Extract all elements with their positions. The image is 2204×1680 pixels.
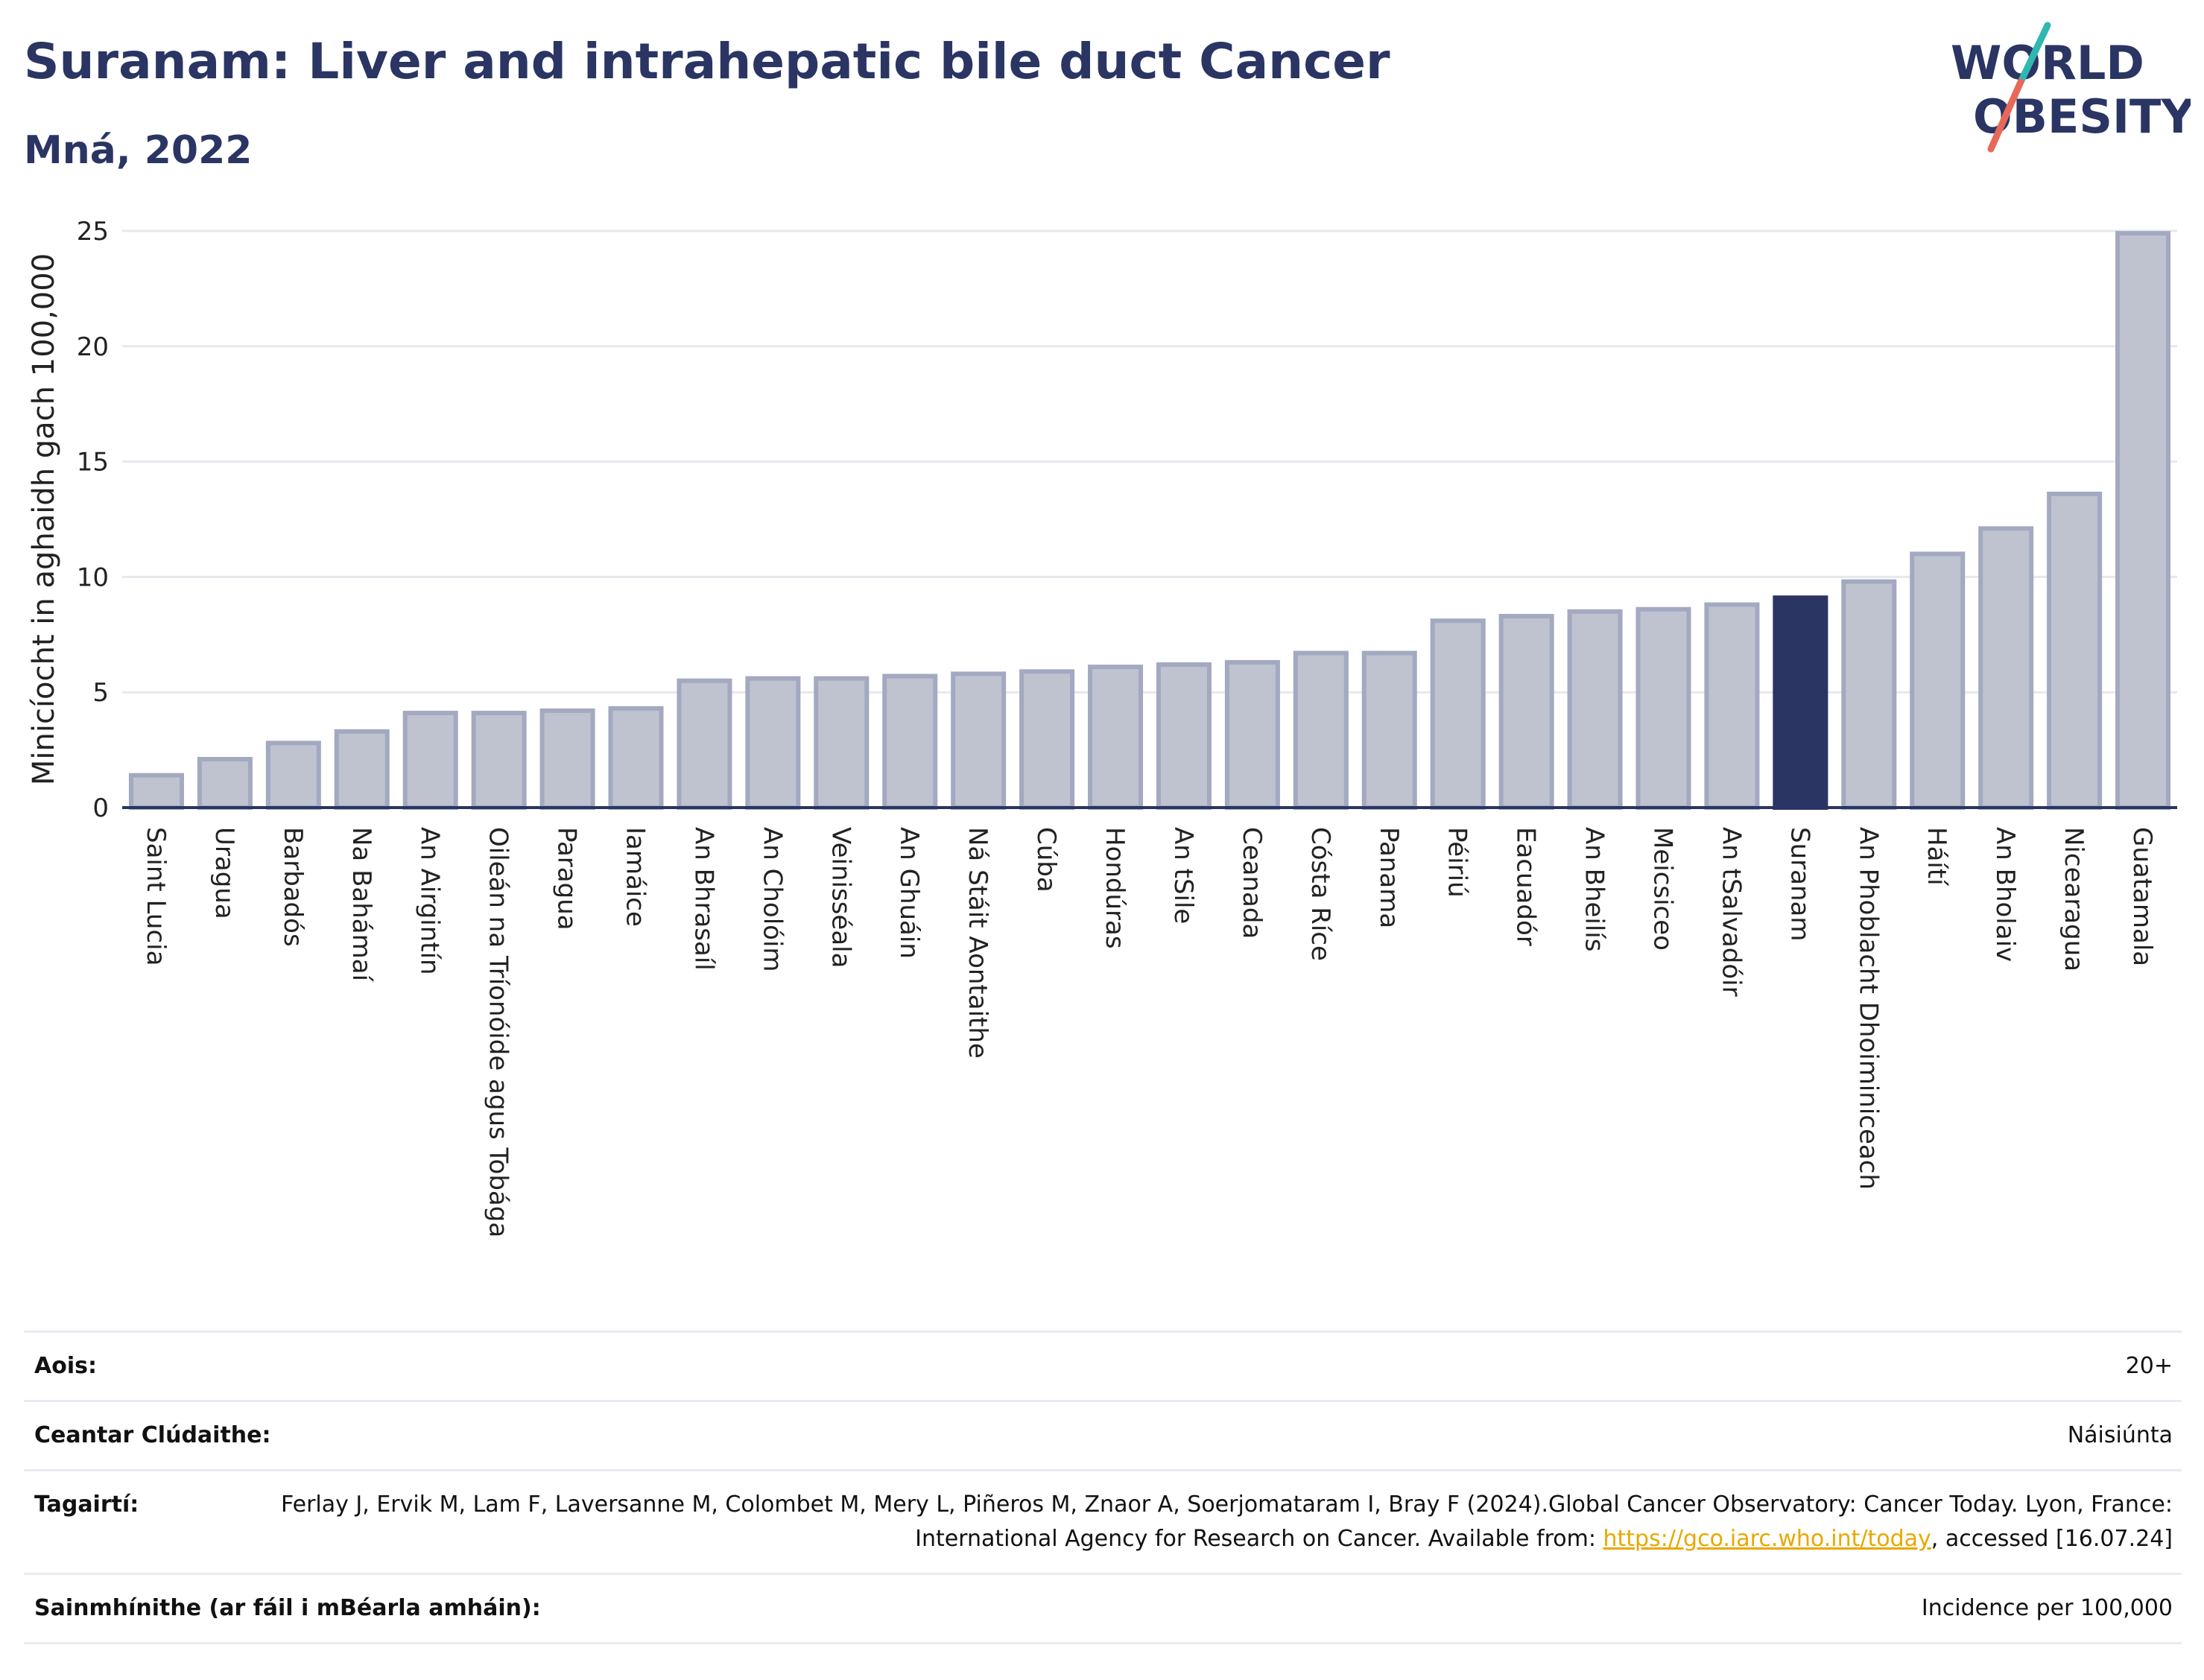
page-subtitle: Mná, 2022 bbox=[24, 128, 253, 173]
x-tick-label: Veinisséala bbox=[826, 827, 855, 968]
meta-row-coverage: Ceantar Clúdaithe: Náisiúnta bbox=[24, 1400, 2182, 1469]
x-tick-label: Eacuadór bbox=[1511, 827, 1541, 946]
bar bbox=[1293, 650, 1349, 810]
y-tick-label: 20 bbox=[77, 332, 109, 362]
x-tick-label: Saint Lucia bbox=[141, 827, 171, 966]
meta-key: Ceantar Clúdaithe: bbox=[34, 1422, 271, 1448]
bar bbox=[1978, 526, 2034, 810]
y-tick-label: 15 bbox=[77, 448, 109, 478]
logo-word-obesity: OBESITY bbox=[1973, 89, 2191, 144]
x-tick-label: An tSile bbox=[1168, 827, 1198, 924]
reference-accessed: , accessed [16.07.24] bbox=[1931, 1526, 2173, 1552]
bar bbox=[2047, 491, 2103, 810]
bar bbox=[1224, 659, 1280, 811]
meta-row-definitions: Sainmhínithe (ar fáil i mBéarla amháin):… bbox=[24, 1573, 2182, 1644]
world-obesity-logo: WORLD OBESITY bbox=[1951, 22, 2191, 153]
x-tick-label: An tSalvadóir bbox=[1716, 827, 1746, 997]
bar bbox=[334, 729, 390, 810]
bar bbox=[1498, 614, 1554, 810]
x-tick-label: An Phoblacht Dhoiminiceach bbox=[1853, 827, 1883, 1190]
x-tick-label: Cósta Ríce bbox=[1305, 827, 1335, 961]
x-tick-label: An Airgintín bbox=[415, 827, 445, 975]
bar bbox=[1430, 618, 1486, 810]
meta-row-age: Aois: 20+ bbox=[24, 1331, 2182, 1400]
bar bbox=[471, 711, 527, 811]
x-tick-label: An Bheilís bbox=[1580, 827, 1609, 951]
x-tick-label: Uragua bbox=[209, 827, 239, 919]
y-tick-label: 10 bbox=[77, 562, 109, 592]
x-tick-label: An Bholaiv bbox=[1990, 827, 2020, 962]
metadata-table: Aois: 20+ Ceantar Clúdaithe: Náisiúnta T… bbox=[24, 1331, 2182, 1644]
x-tick-label: Panama bbox=[1374, 827, 1404, 928]
logo-slash-teal bbox=[2017, 22, 2051, 86]
reference-text: Ferlay J, Ervik M, Lam F, Laversanne M, … bbox=[281, 1492, 2173, 1552]
reference-link[interactable]: https://gco.iarc.who.int/today bbox=[1603, 1526, 1931, 1552]
x-tick-label: An Ghuáin bbox=[894, 827, 924, 959]
x-tick-label: Ná Stáit Aontaithe bbox=[963, 827, 992, 1059]
bar bbox=[1567, 609, 1623, 811]
bar-chart: 0 5 10 15 20 25 Minicíocht in aghaidh gach 100… bbox=[27, 217, 2177, 1237]
x-tick-label: Ceanada bbox=[1237, 827, 1267, 939]
x-tick-label: Nicearagua bbox=[2059, 827, 2089, 971]
bar bbox=[1635, 606, 1691, 811]
x-tick-label: Háítí bbox=[1922, 827, 1951, 887]
x-tick-label: Suranam bbox=[1785, 827, 1814, 941]
y-tick-label: 0 bbox=[92, 793, 109, 823]
bar bbox=[1361, 650, 1417, 810]
meta-key: Aois: bbox=[34, 1353, 97, 1379]
y-tick-label: 25 bbox=[77, 217, 109, 247]
logo-word-world: WORLD bbox=[1951, 36, 2144, 90]
bar bbox=[814, 676, 870, 811]
bar bbox=[265, 741, 321, 811]
meta-value: 20+ bbox=[2125, 1353, 2173, 1379]
x-tick-label: Na Bahámaí bbox=[346, 827, 376, 983]
bar bbox=[2115, 231, 2171, 810]
x-tick-label: Oileán na Tríonóide agus Tobága bbox=[484, 827, 513, 1237]
x-tick-label: Barbadós bbox=[278, 827, 308, 947]
bar bbox=[608, 706, 664, 811]
meta-key: Tagairtí: bbox=[34, 1492, 139, 1518]
x-tick-label: An Bhrasaíl bbox=[688, 827, 718, 971]
meta-value: Ferlay J, Ervik M, Lam F, Laversanne M, … bbox=[168, 1488, 2173, 1556]
x-tick-label: Iamáice bbox=[621, 827, 650, 927]
bar bbox=[1019, 669, 1075, 810]
y-tick-label: 5 bbox=[92, 678, 109, 708]
bar bbox=[951, 671, 1007, 810]
meta-value: Incidence per 100,000 bbox=[1921, 1595, 2173, 1621]
bar bbox=[882, 673, 938, 811]
x-tick-label: Paragua bbox=[552, 827, 582, 931]
x-tick-label: Cúba bbox=[1031, 827, 1061, 893]
x-tick-label: Péiriú bbox=[1443, 827, 1472, 898]
meta-row-references: Tagairtí: Ferlay J, Ervik M, Lam F, Lave… bbox=[24, 1469, 2182, 1573]
bar bbox=[539, 708, 595, 811]
bar bbox=[745, 676, 801, 811]
x-tick-label: Meicsiceo bbox=[1648, 827, 1678, 951]
bar bbox=[197, 756, 253, 811]
bar-highlighted bbox=[1773, 595, 1828, 810]
page-title: Suranam: Liver and intrahepatic bile duc… bbox=[24, 33, 1390, 90]
bar bbox=[128, 773, 184, 811]
logo-slash-coral bbox=[1987, 78, 2024, 153]
x-tick-label: Hondúras bbox=[1100, 827, 1130, 949]
meta-value: Náisiúnta bbox=[2067, 1422, 2173, 1448]
bar bbox=[402, 711, 458, 811]
bar bbox=[677, 678, 732, 810]
bar bbox=[1088, 665, 1144, 810]
x-tick-label: Guatamala bbox=[2127, 827, 2157, 966]
meta-key: Sainmhínithe (ar fáil i mBéarla amháin): bbox=[34, 1595, 541, 1621]
bar bbox=[1910, 551, 1966, 810]
bar bbox=[1156, 662, 1212, 810]
x-tick-label: An Cholóim bbox=[757, 827, 787, 972]
bar bbox=[1704, 602, 1760, 810]
y-axis-label: Minicíocht in aghaidh gach 100,000 bbox=[27, 253, 61, 785]
bar bbox=[1841, 579, 1897, 810]
